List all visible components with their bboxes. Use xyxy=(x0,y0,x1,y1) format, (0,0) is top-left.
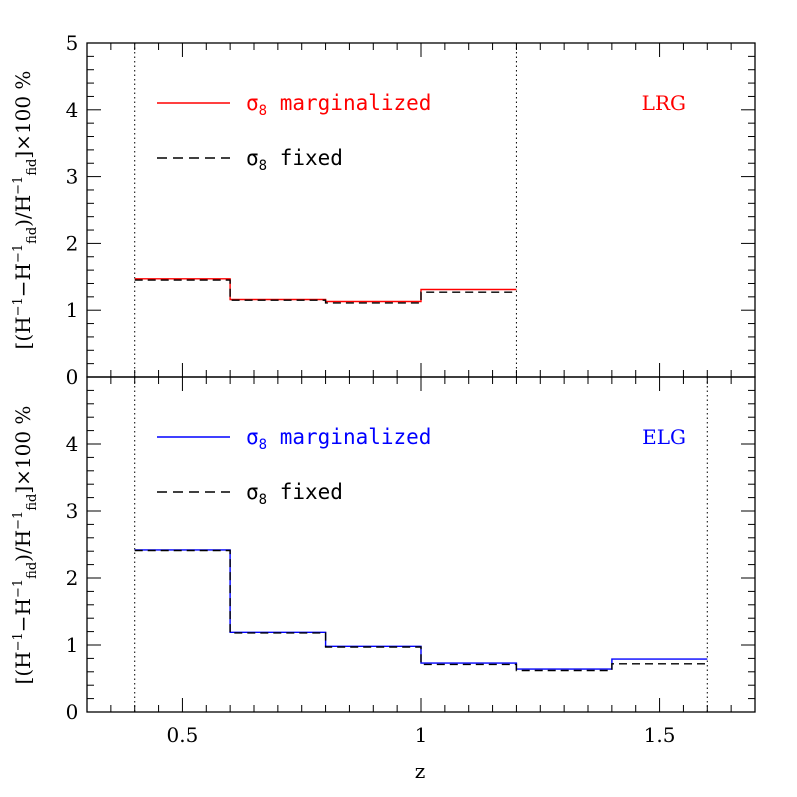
series-fixed-line xyxy=(134,279,517,304)
legend-label: σ8 marginalized xyxy=(246,91,431,119)
y-tick-label: 3 xyxy=(66,499,79,523)
y-tick-label: 0 xyxy=(66,365,79,389)
y-tick-label: 2 xyxy=(66,231,79,255)
x-tick-label: 1.5 xyxy=(644,723,676,747)
y-tick-label: 4 xyxy=(66,432,79,456)
y-tick-label: 2 xyxy=(66,566,79,590)
x-axis-title: z xyxy=(415,759,426,783)
y-tick-label: 1 xyxy=(66,298,79,322)
y-axis-title: [(H−1−H−1fid)/H−1fid]×100 % xyxy=(11,71,40,350)
series-fixed-line xyxy=(134,549,708,672)
x-tick-label: 1 xyxy=(415,723,428,747)
y-tick-label: 1 xyxy=(66,633,79,657)
y-tick-label: 0 xyxy=(66,700,79,724)
panel-tag: LRG xyxy=(642,91,686,115)
legend-label: σ8 fixed xyxy=(246,146,343,174)
y-tick-label: 5 xyxy=(66,31,79,55)
series-marginalized-line xyxy=(134,549,708,670)
series-marginalized-line xyxy=(134,278,517,303)
panel-lrg: 0 1 2 3 4 5 σ8 marginalized σ8 fixed LRG [(H−1−H−… xyxy=(11,31,756,389)
y-axis-title: [(H−1−H−1fid)/H−1fid]×100 % xyxy=(11,406,40,685)
panel-elg: 0 1 2 3 4 0.5 1 1.5 σ8 marginalized σ8 fixed ELG [(… xyxy=(11,376,756,747)
y-tick-label: 3 xyxy=(66,165,79,189)
x-tick-label: 0.5 xyxy=(167,723,199,747)
legend-label: σ8 fixed xyxy=(246,480,343,508)
legend-label: σ8 marginalized xyxy=(246,425,431,453)
y-tick-label: 4 xyxy=(66,98,79,122)
panel-tag: ELG xyxy=(642,425,686,449)
